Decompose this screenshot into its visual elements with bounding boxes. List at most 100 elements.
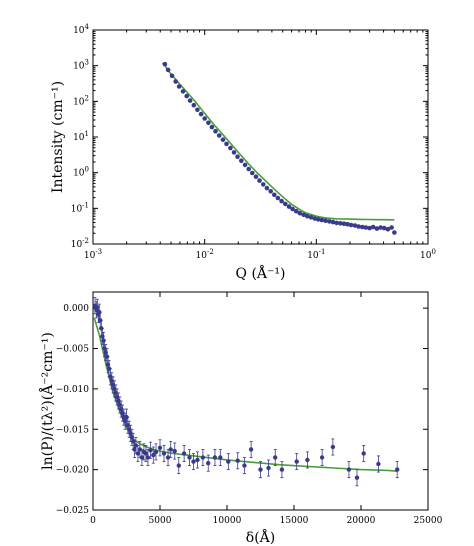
data-point: [297, 210, 303, 216]
y-tick-label: −0.020: [56, 466, 90, 476]
data-point: [235, 154, 240, 159]
fit-line: [161, 62, 395, 221]
data-point: [165, 67, 171, 73]
y-tick-label: 100: [73, 166, 89, 179]
data-point: [209, 124, 215, 130]
data-point: [264, 185, 270, 191]
data-point: [348, 222, 354, 228]
y-tick-label: 102: [73, 94, 89, 107]
data-point: [200, 455, 206, 460]
data-point: [187, 98, 193, 103]
x-tick-label: 10000: [213, 516, 242, 526]
data-point: [266, 465, 271, 471]
y-tick-label: −0.025: [56, 506, 90, 516]
data-point: [290, 206, 295, 212]
data-point: [220, 137, 226, 142]
data-point: [392, 230, 397, 235]
data-point: [338, 221, 343, 226]
data-point: [341, 221, 347, 226]
data-point: [206, 461, 211, 466]
data-point: [206, 120, 211, 126]
data-point: [283, 201, 288, 207]
data-point: [95, 305, 100, 310]
data-point: [228, 145, 233, 151]
data-point: [242, 162, 248, 168]
data-point: [370, 224, 376, 230]
data-point: [133, 443, 139, 448]
data-point: [181, 451, 187, 456]
data-point: [257, 178, 262, 183]
data-point: [345, 221, 350, 227]
y-tick-label: −0.015: [56, 425, 90, 435]
y-axis-title: ln(P)/(tλ²)(Å⁻²cm⁻¹): [38, 332, 56, 470]
data-point: [389, 225, 394, 230]
data-point: [334, 220, 339, 226]
data-point: [148, 448, 153, 453]
data-point: [363, 225, 369, 230]
data-point: [315, 217, 321, 222]
data-point: [195, 107, 200, 113]
x-tick-label: 100: [420, 248, 436, 261]
data-point: [195, 457, 200, 463]
data-point: [180, 89, 186, 94]
y-tick-label: −0.010: [56, 385, 90, 395]
data-point: [224, 141, 229, 147]
data-point: [367, 225, 372, 231]
data-point: [139, 455, 145, 460]
data-point: [191, 102, 197, 108]
fit-line: [93, 317, 398, 472]
data-point: [191, 459, 196, 464]
data-point: [231, 150, 237, 155]
data-point: [202, 116, 207, 121]
data-point: [226, 459, 231, 464]
top-panel-intensity-vs-q: 10-3 10-2 10-1 10010-210-1100101102103104Q …: [50, 23, 436, 282]
data-point: [172, 448, 177, 454]
data-point: [385, 226, 391, 232]
y-tick-label: −0.005: [56, 345, 90, 355]
data-point: [218, 455, 223, 460]
data-point: [165, 455, 171, 460]
x-axis-title: Q (Å⁻¹): [236, 264, 286, 282]
data-point: [161, 451, 167, 456]
data-point: [258, 467, 263, 472]
data-point: [268, 189, 274, 194]
x-tick-label: 15000: [280, 516, 309, 526]
data-point: [157, 445, 163, 450]
x-tick-label: 20000: [347, 516, 376, 526]
data-point: [346, 467, 352, 472]
data-point: [330, 219, 336, 225]
data-point: [272, 192, 277, 198]
data-point: [198, 111, 204, 117]
plot-frame: [92, 29, 429, 245]
y-tick-label: 10-1: [71, 201, 89, 214]
data-point: [294, 459, 299, 464]
data-point: [239, 158, 244, 164]
data-point: [213, 128, 218, 134]
data-point: [153, 449, 159, 455]
data-point: [212, 455, 218, 460]
data-point: [279, 198, 284, 204]
data-point: [105, 362, 111, 367]
data-point: [312, 216, 318, 221]
data-point: [327, 219, 332, 224]
data-point: [354, 475, 360, 480]
data-point: [305, 213, 310, 219]
data-point: [323, 218, 328, 223]
data-point: [145, 455, 151, 460]
data-point: [319, 455, 325, 460]
data-point: [169, 73, 175, 79]
data-point: [356, 224, 361, 229]
x-tick-label: 10-2: [196, 248, 214, 261]
x-tick-label: 5000: [149, 516, 172, 526]
data-point: [235, 458, 240, 463]
y-tick-label: 10-2: [71, 237, 89, 250]
data-point: [248, 447, 254, 452]
data-point: [143, 451, 149, 456]
data-point: [308, 215, 314, 220]
data-point: [137, 447, 143, 452]
data-point: [250, 170, 255, 176]
data-point: [381, 225, 387, 231]
data-point: [361, 451, 366, 456]
data-point: [286, 204, 292, 209]
